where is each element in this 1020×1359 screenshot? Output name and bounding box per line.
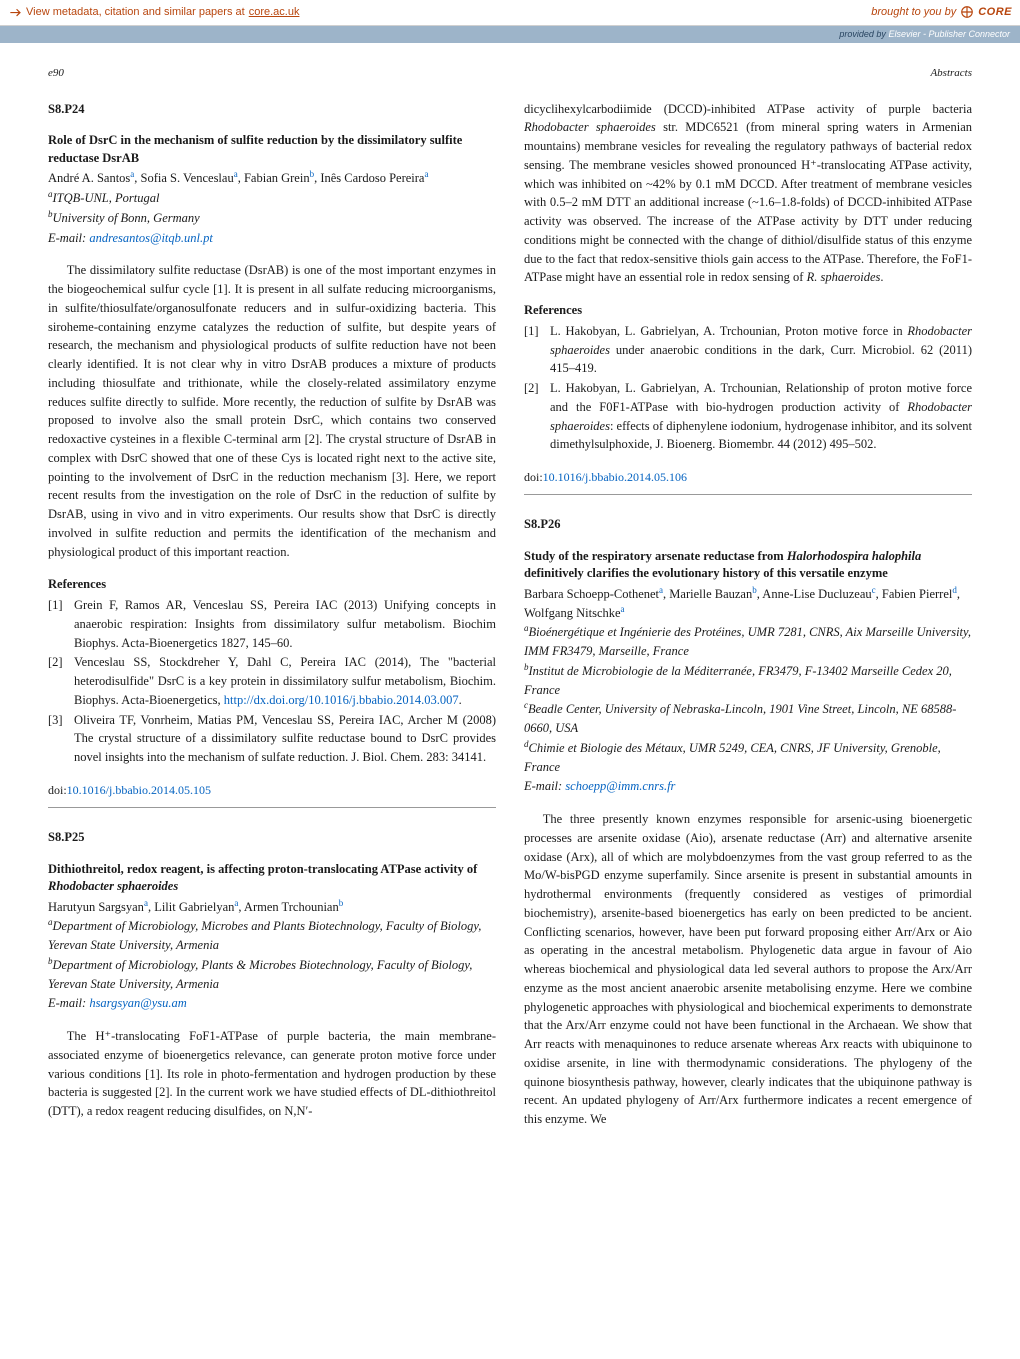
abstract-body: The dissimilatory sulfite reductase (Dsr… bbox=[48, 261, 496, 561]
ref-link[interactable]: http://dx.doi.org/10.1016/j.bbabio.2014.… bbox=[224, 693, 459, 707]
page-content: e90 Abstracts S8.P24 Role of DsrC in the… bbox=[0, 43, 1020, 1169]
abstract-title: Dithiothreitol, redox reagent, is affect… bbox=[48, 861, 496, 896]
authors: Barbara Schoepp-Cotheneta, Marielle Bauz… bbox=[524, 585, 972, 623]
abstract-title: Study of the respiratory arsenate reduct… bbox=[524, 548, 972, 583]
abstract-s8-p24: S8.P24 Role of DsrC in the mechanism of … bbox=[48, 100, 496, 808]
abstract-title: Role of DsrC in the mechanism of sulfite… bbox=[48, 132, 496, 167]
email-line: E-mail: andresantos@itqb.unl.pt bbox=[48, 229, 496, 248]
core-banner: View metadata, citation and similar pape… bbox=[0, 0, 1020, 26]
abstract-id: S8.P24 bbox=[48, 100, 496, 119]
reference-item: [1]L. Hakobyan, L. Gabrielyan, A. Trchou… bbox=[524, 322, 972, 378]
email-line: E-mail: hsargsyan@ysu.am bbox=[48, 994, 496, 1013]
core-banner-right: brought to you by CORE bbox=[871, 4, 1012, 21]
affiliation-b: bDepartment of Microbiology, Plants & Mi… bbox=[48, 956, 496, 994]
affiliation-b: bUniversity of Bonn, Germany bbox=[48, 209, 496, 228]
abstract-s8-p25-cont: dicyclihexylcarbodiimide (DCCD)-inhibite… bbox=[524, 100, 972, 496]
affiliation-c: cBeadle Center, University of Nebraska-L… bbox=[524, 700, 972, 738]
running-head: e90 Abstracts bbox=[48, 65, 972, 82]
email-link[interactable]: hsargsyan@ysu.am bbox=[89, 996, 187, 1010]
abstract-s8-p26: S8.P26 Study of the respiratory arsenate… bbox=[524, 515, 972, 1129]
doi-line: doi:10.1016/j.bbabio.2014.05.105 bbox=[48, 781, 496, 799]
core-banner-text: View metadata, citation and similar pape… bbox=[26, 4, 245, 21]
doi-line: doi:10.1016/j.bbabio.2014.05.106 bbox=[524, 468, 972, 486]
abstract-body-p2: dicyclihexylcarbodiimide (DCCD)-inhibite… bbox=[524, 100, 972, 288]
doi-link[interactable]: 10.1016/j.bbabio.2014.05.106 bbox=[543, 470, 687, 484]
core-logo-icon bbox=[960, 5, 974, 19]
core-link[interactable]: core.ac.uk bbox=[249, 4, 300, 21]
authors: Harutyun Sargsyana, Lilit Gabrielyana, A… bbox=[48, 898, 496, 917]
doi-link[interactable]: 10.1016/j.bbabio.2014.05.105 bbox=[67, 783, 211, 797]
elsevier-provided: provided by bbox=[839, 29, 888, 39]
section-title: Abstracts bbox=[930, 65, 972, 82]
reference-item: [2]Venceslau SS, Stockdreher Y, Dahl C, … bbox=[48, 653, 496, 709]
email-line: E-mail: schoepp@imm.cnrs.fr bbox=[524, 777, 972, 796]
affiliation-a: aDepartment of Microbiology, Microbes an… bbox=[48, 917, 496, 955]
elsevier-source: Elsevier - Publisher Connector bbox=[888, 29, 1010, 39]
abstract-body-p1: The H⁺-translocating FoF1-ATPase of purp… bbox=[48, 1027, 496, 1121]
abstract-id: S8.P25 bbox=[48, 828, 496, 847]
elsevier-bar: provided by Elsevier - Publisher Connect… bbox=[0, 26, 1020, 44]
references-heading: References bbox=[48, 575, 496, 594]
affiliation-a: aITQB-UNL, Portugal bbox=[48, 189, 496, 208]
core-brought-text: brought to you by bbox=[871, 4, 956, 21]
divider bbox=[524, 494, 972, 495]
affiliation-d: dChimie et Biologie des Métaux, UMR 5249… bbox=[524, 739, 972, 777]
abstract-body: The three presently known enzymes respon… bbox=[524, 810, 972, 1129]
page-number: e90 bbox=[48, 65, 64, 82]
references-heading: References bbox=[524, 301, 972, 320]
divider bbox=[48, 807, 496, 808]
authors: André A. Santosa, Sofia S. Venceslaua, F… bbox=[48, 169, 496, 188]
reference-item: [3]Oliveira TF, Vonrheim, Matias PM, Ven… bbox=[48, 711, 496, 767]
reference-item: [1]Grein F, Ramos AR, Venceslau SS, Pere… bbox=[48, 596, 496, 652]
abstract-s8-p25: S8.P25 Dithiothreitol, redox reagent, is… bbox=[48, 828, 496, 1121]
reference-item: [2]L. Hakobyan, L. Gabrielyan, A. Trchou… bbox=[524, 379, 972, 454]
email-link[interactable]: andresantos@itqb.unl.pt bbox=[89, 231, 213, 245]
columns: S8.P24 Role of DsrC in the mechanism of … bbox=[48, 100, 972, 1129]
affiliation-b: bInstitut de Microbiologie de la Méditer… bbox=[524, 662, 972, 700]
email-link[interactable]: schoepp@imm.cnrs.fr bbox=[565, 779, 675, 793]
abstract-id: S8.P26 bbox=[524, 515, 972, 534]
core-logo-text: CORE bbox=[978, 4, 1012, 21]
core-banner-left: View metadata, citation and similar pape… bbox=[8, 4, 299, 21]
arrow-icon bbox=[8, 5, 22, 19]
affiliation-a: aBioénergétique et Ingénierie des Protéi… bbox=[524, 623, 972, 661]
